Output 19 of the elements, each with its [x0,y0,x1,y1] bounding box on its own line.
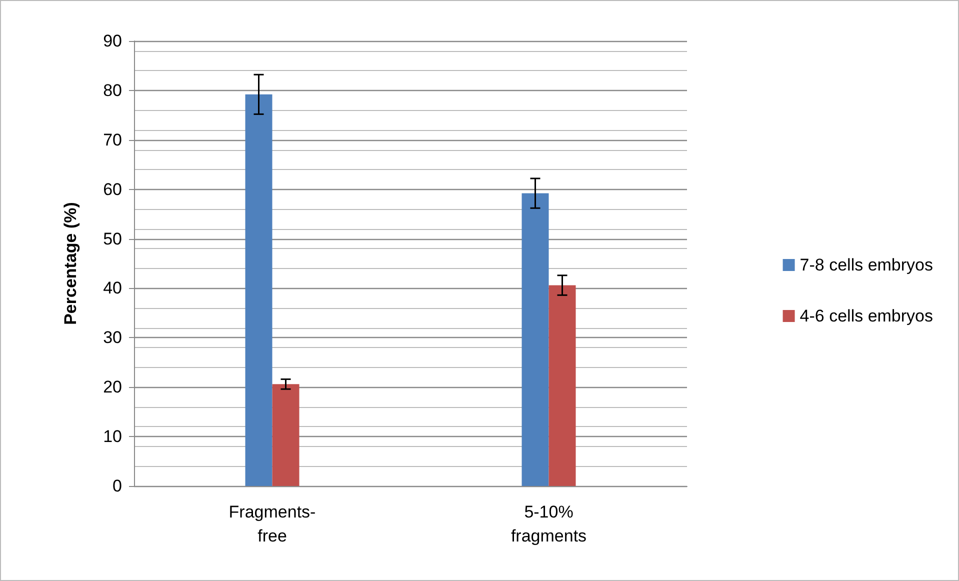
bar [548,285,576,486]
y-tick-label: 40 [103,278,122,298]
legend-label: 7-8 cells embryos [800,256,934,274]
y-tick-label: 30 [103,328,122,348]
y-tick-label: 10 [103,427,122,446]
y-tick-label: 70 [103,130,122,150]
x-tick-label: Fragments- free [228,502,316,546]
legend-label: 4-6 cells embryos [800,306,934,326]
y-tick-label: 80 [103,80,122,100]
y-tick-label: 50 [103,229,122,248]
bar [272,384,300,486]
y-axis-title: Percentage (%) [61,202,80,325]
bar [245,94,272,486]
y-tick-label: 0 [112,476,122,496]
bar [522,193,549,486]
x-tick-label: 5-10% fragments [510,502,587,546]
y-tick-label: 90 [103,32,122,50]
y-tick-label: 60 [103,180,122,199]
y-tick-label: 20 [103,378,122,397]
